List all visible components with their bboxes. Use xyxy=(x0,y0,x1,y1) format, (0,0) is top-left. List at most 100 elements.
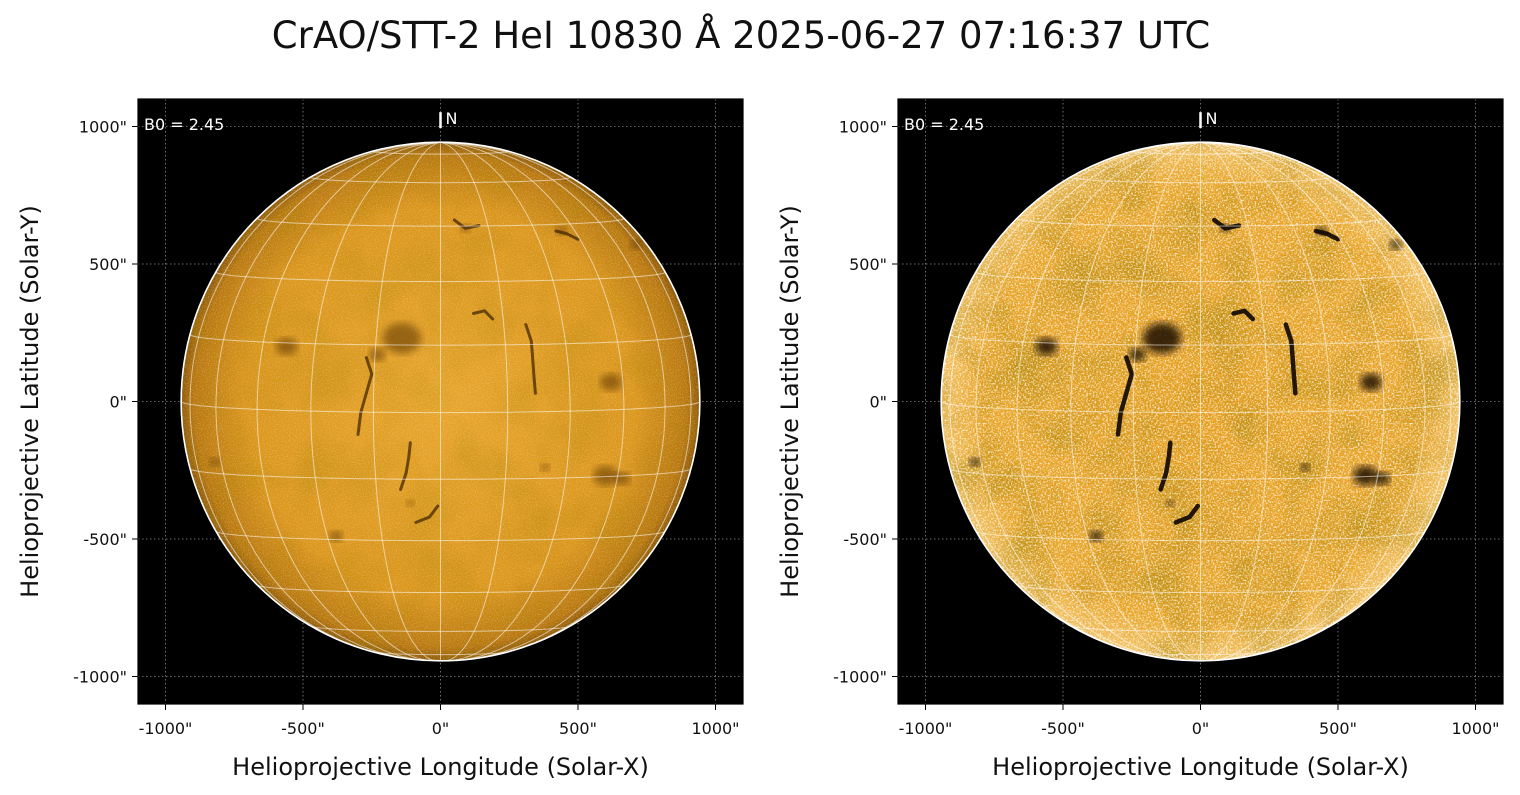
grid-curve xyxy=(440,142,625,661)
solar-feature xyxy=(1300,463,1310,472)
grid-curve xyxy=(949,142,1201,658)
heliographic-grid xyxy=(181,142,700,661)
solar-feature xyxy=(540,463,550,472)
grid-curve xyxy=(1134,651,1267,656)
x-axis-label: Helioprojective Longitude (Solar-X) xyxy=(992,753,1409,781)
y-axis-label: Helioprojective Latitude (Solar-Y) xyxy=(776,205,804,598)
x-tick-label: 500" xyxy=(559,719,597,738)
grid-curve xyxy=(189,468,692,480)
x-tick-label: 0" xyxy=(1192,719,1210,738)
solar-feature xyxy=(275,337,298,356)
grid-curve xyxy=(215,271,666,283)
grid-curve xyxy=(949,468,1452,480)
solar-feature xyxy=(1129,348,1146,362)
grid-curve xyxy=(256,217,625,227)
y-tick-label: 0" xyxy=(869,393,887,412)
y-tick-label: -500" xyxy=(843,530,887,549)
x-axis-label: Helioprojective Longitude (Solar-X) xyxy=(232,753,649,781)
grid-curve xyxy=(374,651,507,656)
b0-label: B0 = 2.45 xyxy=(144,115,224,134)
x-tick-label: 1000" xyxy=(691,719,739,738)
grid-curve xyxy=(1016,142,1201,661)
grid-curve xyxy=(257,584,624,593)
y-axis-label: Helioprojective Latitude (Solar-Y) xyxy=(16,205,44,598)
grid-curve xyxy=(1071,626,1330,632)
solar-filament xyxy=(1231,308,1256,322)
grid-curve xyxy=(1200,142,1269,661)
y-tick-label: 500" xyxy=(849,255,887,274)
y-tick-label: -1000" xyxy=(833,668,887,687)
y-tick-label: 1000" xyxy=(79,118,127,137)
grid-curve xyxy=(215,142,441,661)
solar-feature xyxy=(1360,373,1382,392)
grid-curve xyxy=(1070,142,1201,661)
solar-filament xyxy=(472,309,495,321)
grid-curve xyxy=(440,142,666,661)
solar-feature xyxy=(1166,499,1175,507)
solar-filament xyxy=(1115,355,1135,437)
grid-curve xyxy=(1132,142,1201,661)
figure-title: CrAO/STT-2 HeI 10830 Å 2025-06-27 07:16:… xyxy=(271,14,1211,57)
grid-curve xyxy=(1016,217,1385,227)
solar-feature xyxy=(369,348,386,362)
solar-filament xyxy=(554,229,580,241)
solar-feature xyxy=(600,373,622,392)
solar-filament xyxy=(414,504,440,524)
y-tick-label: 500" xyxy=(89,255,127,274)
grid-curve xyxy=(975,531,1426,542)
y-tick-label: -500" xyxy=(83,530,127,549)
solar-filament xyxy=(1173,503,1201,525)
solar-limb xyxy=(940,141,1461,662)
grid-curve xyxy=(1200,142,1331,661)
solar-feature xyxy=(1035,337,1058,356)
solar-filament xyxy=(1158,440,1173,492)
grid-curve xyxy=(372,150,509,155)
x-tick-label: -1000" xyxy=(139,719,193,738)
grid-curve xyxy=(189,142,441,658)
y-tick-label: 1000" xyxy=(839,118,887,137)
north-label: N xyxy=(446,109,458,128)
grid-curve xyxy=(440,142,571,661)
grid-curve xyxy=(311,626,570,632)
grid-curve xyxy=(440,142,509,661)
grid-curve xyxy=(256,142,441,661)
grid-curve xyxy=(215,531,666,542)
x-tick-label: 1000" xyxy=(1451,719,1499,738)
grid-curve xyxy=(1200,142,1385,661)
solar-filament xyxy=(399,441,412,491)
solar-filament xyxy=(356,356,374,436)
grid-curve xyxy=(941,401,1460,414)
grid-curve xyxy=(181,401,700,414)
solar-feature xyxy=(593,465,618,486)
solar-feature xyxy=(1353,465,1378,486)
left-solar-panel: N B0 = 2.45 -1000" 1000" -500" 500" 0" 0" 500" -5… xyxy=(16,98,744,781)
solar-feature xyxy=(969,457,981,467)
solar-feature xyxy=(382,322,422,354)
grid-curve xyxy=(1200,142,1452,658)
grid-curve xyxy=(1070,176,1331,184)
x-tick-label: -500" xyxy=(1041,719,1085,738)
x-tick-label: 0" xyxy=(432,719,450,738)
grid-curve xyxy=(1132,150,1269,155)
x-tick-label: -1000" xyxy=(899,719,953,738)
solar-feature xyxy=(1389,239,1402,250)
north-label: N xyxy=(1206,109,1218,128)
solar-feature xyxy=(629,239,642,250)
grid-curve xyxy=(1017,584,1384,593)
y-tick-label: -1000" xyxy=(73,668,127,687)
grid-curve xyxy=(975,271,1426,283)
solar-filament xyxy=(1283,322,1298,396)
grid-curve xyxy=(310,142,441,661)
grid-curve xyxy=(310,176,571,184)
grid-curve xyxy=(949,334,1452,346)
grid-curve xyxy=(189,334,692,346)
x-tick-label: 500" xyxy=(1319,719,1357,738)
grid-curve xyxy=(1200,142,1426,661)
solar-feature xyxy=(1142,322,1182,354)
solar-limb xyxy=(180,141,701,662)
grid-curve xyxy=(440,142,692,658)
solar-filament xyxy=(524,323,537,395)
y-tick-label: 0" xyxy=(109,393,127,412)
grid-curve xyxy=(372,142,441,661)
